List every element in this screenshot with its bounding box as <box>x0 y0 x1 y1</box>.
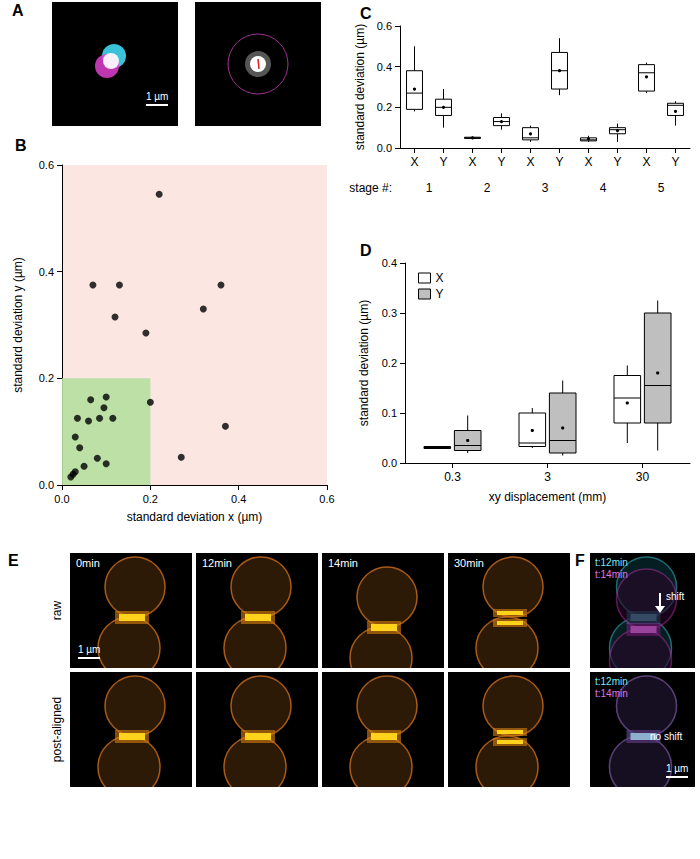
svg-text:C: C <box>360 5 372 22</box>
svg-text:1 µm: 1 µm <box>666 763 688 774</box>
svg-text:shift: shift <box>666 591 685 602</box>
svg-text:0.6: 0.6 <box>39 159 54 171</box>
svg-text:30: 30 <box>636 470 650 484</box>
svg-text:Y: Y <box>613 155 621 169</box>
svg-text:Y: Y <box>439 155 447 169</box>
svg-text:0.2: 0.2 <box>39 372 54 384</box>
svg-text:standard deviation (µm): standard deviation (µm) <box>357 300 371 426</box>
svg-text:0.0: 0.0 <box>54 493 69 505</box>
svg-text:raw: raw <box>50 601 64 621</box>
svg-text:t:14min: t:14min <box>595 688 628 699</box>
svg-text:5: 5 <box>658 181 665 195</box>
svg-text:0.6: 0.6 <box>319 493 334 505</box>
svg-text:0.0: 0.0 <box>382 457 397 469</box>
svg-text:1: 1 <box>426 181 433 195</box>
svg-text:stage #:: stage #: <box>349 181 392 195</box>
svg-text:A: A <box>12 2 24 19</box>
svg-text:X: X <box>468 155 476 169</box>
svg-text:0.4: 0.4 <box>382 257 397 269</box>
svg-text:0.2: 0.2 <box>143 493 158 505</box>
svg-text:Y: Y <box>497 155 505 169</box>
svg-text:t:14min: t:14min <box>595 569 628 580</box>
svg-text:30min: 30min <box>454 557 484 569</box>
svg-text:0.4: 0.4 <box>231 493 246 505</box>
svg-text:0.6: 0.6 <box>377 20 392 32</box>
svg-text:0.0: 0.0 <box>39 479 54 491</box>
svg-text:Y: Y <box>671 155 679 169</box>
svg-text:standard deviation x (µm): standard deviation x (µm) <box>127 510 263 524</box>
svg-text:F: F <box>575 552 585 569</box>
svg-text:12min: 12min <box>202 557 232 569</box>
svg-text:X: X <box>410 155 418 169</box>
svg-text:E: E <box>8 552 19 569</box>
svg-text:0.1: 0.1 <box>382 407 397 419</box>
svg-text:X: X <box>526 155 534 169</box>
svg-text:X: X <box>584 155 592 169</box>
svg-text:Y: Y <box>436 287 444 301</box>
svg-text:1 µm: 1 µm <box>146 91 168 102</box>
svg-text:1 µm: 1 µm <box>78 644 100 655</box>
svg-text:standard deviation (µm): standard deviation (µm) <box>353 24 367 150</box>
svg-text:standard deviation y (µm): standard deviation y (µm) <box>11 257 25 393</box>
svg-text:0.4: 0.4 <box>39 266 54 278</box>
svg-text:0.3: 0.3 <box>382 307 397 319</box>
svg-text:0.2: 0.2 <box>382 357 397 369</box>
svg-text:0min: 0min <box>76 557 100 569</box>
svg-text:no shift: no shift <box>650 731 682 742</box>
svg-text:t:12min: t:12min <box>595 557 628 568</box>
svg-text:2: 2 <box>484 181 491 195</box>
svg-text:0.2: 0.2 <box>377 101 392 113</box>
svg-text:X: X <box>642 155 650 169</box>
svg-text:X: X <box>436 271 444 285</box>
svg-text:3: 3 <box>542 181 549 195</box>
svg-text:0.4: 0.4 <box>377 61 392 73</box>
svg-text:0.3: 0.3 <box>444 470 461 484</box>
svg-text:Y: Y <box>555 155 563 169</box>
svg-text:t:12min: t:12min <box>595 676 628 687</box>
svg-text:4: 4 <box>600 181 607 195</box>
svg-text:0.0: 0.0 <box>377 142 392 154</box>
svg-text:D: D <box>360 242 372 259</box>
svg-text:14min: 14min <box>328 557 358 569</box>
svg-text:xy displacement (mm): xy displacement (mm) <box>489 490 606 504</box>
svg-text:B: B <box>15 137 27 154</box>
svg-text:post-aligned: post-aligned <box>50 697 64 762</box>
svg-text:3: 3 <box>544 470 551 484</box>
